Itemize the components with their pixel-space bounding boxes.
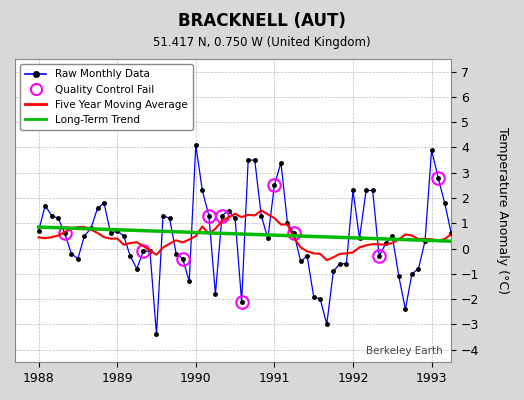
- Text: Berkeley Earth: Berkeley Earth: [366, 346, 442, 356]
- Legend: Raw Monthly Data, Quality Control Fail, Five Year Moving Average, Long-Term Tren: Raw Monthly Data, Quality Control Fail, …: [20, 64, 192, 130]
- Y-axis label: Temperature Anomaly (°C): Temperature Anomaly (°C): [496, 127, 509, 294]
- Text: 51.417 N, 0.750 W (United Kingdom): 51.417 N, 0.750 W (United Kingdom): [153, 36, 371, 49]
- Text: BRACKNELL (AUT): BRACKNELL (AUT): [178, 12, 346, 30]
